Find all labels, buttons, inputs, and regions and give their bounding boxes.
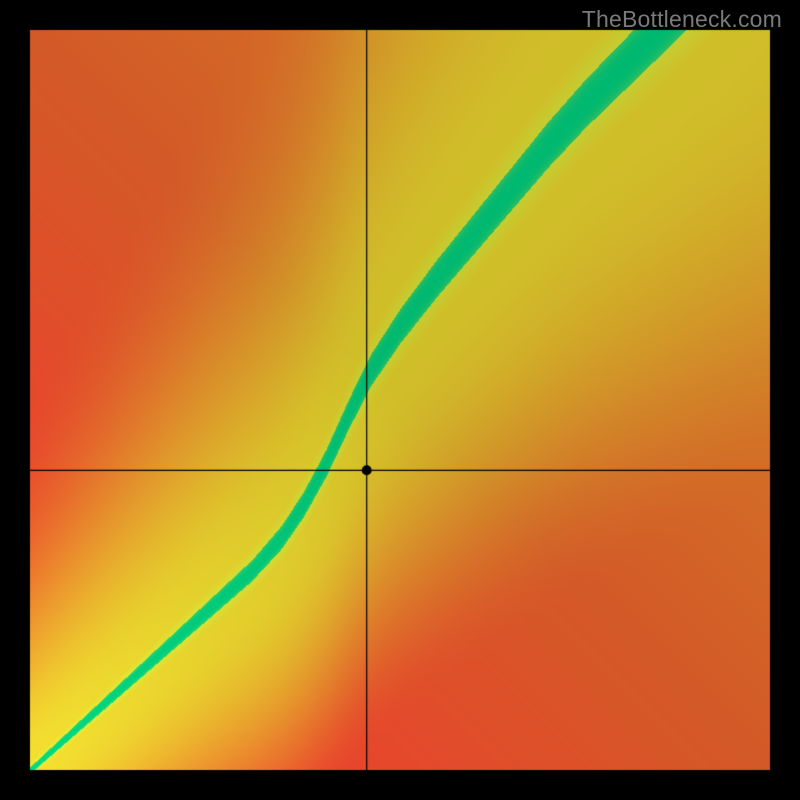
heatmap-canvas	[0, 0, 800, 800]
watermark-text: TheBottleneck.com	[582, 6, 782, 33]
chart-container: TheBottleneck.com	[0, 0, 800, 800]
